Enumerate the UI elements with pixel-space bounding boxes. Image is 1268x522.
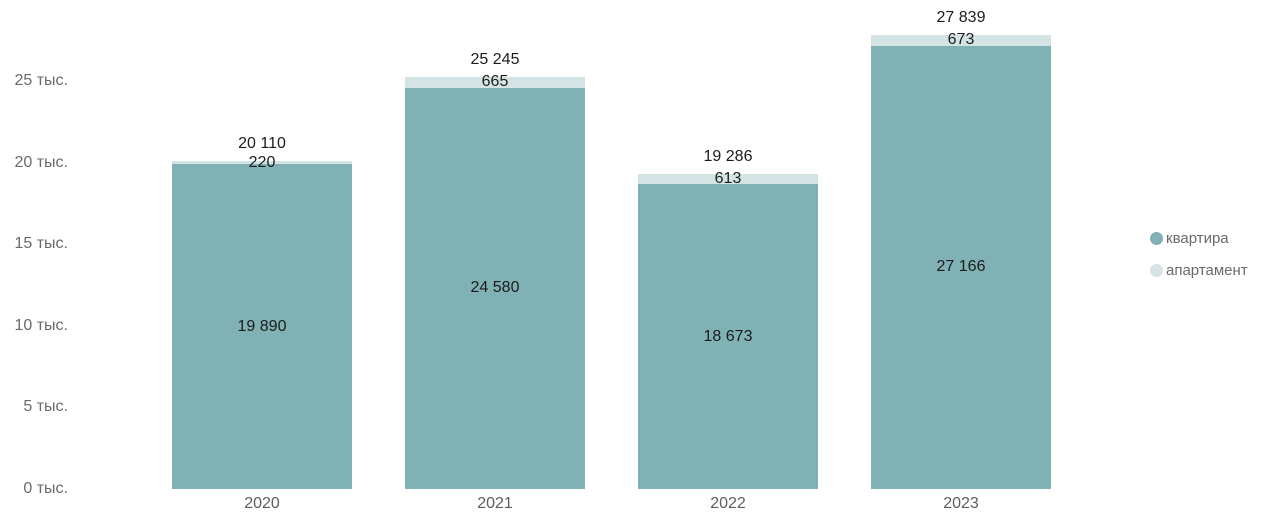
bar-group-2020: 20 110 220 19 890 xyxy=(172,135,352,489)
bar-segment-kvartira[interactable] xyxy=(638,184,818,489)
x-tick-label: 2023 xyxy=(943,495,979,512)
bar-segment-apartament[interactable] xyxy=(638,174,818,185)
legend-swatch-icon xyxy=(1150,232,1163,245)
y-tick-label: 0 тыс. xyxy=(23,480,68,497)
bar-total-label: 25 245 xyxy=(470,51,520,68)
bar-segment-apartament[interactable] xyxy=(405,77,585,88)
legend-swatch-icon xyxy=(1150,264,1163,277)
legend-label: квартира xyxy=(1166,230,1229,247)
bar-total-label: 27 839 xyxy=(936,8,986,26)
bar-total-label: 20 110 xyxy=(238,134,286,152)
y-tick-label: 20 тыс. xyxy=(14,153,68,171)
legend-item[interactable]: апартамент xyxy=(1150,260,1248,281)
y-tick-label: 5 тыс. xyxy=(23,398,68,416)
legend-label: апартамент xyxy=(1166,262,1248,279)
bar-group-2021: 25 245 665 24 580 xyxy=(405,51,585,489)
bar-total-label: 19 286 xyxy=(703,148,753,166)
bar-segment-apartament[interactable] xyxy=(172,160,352,165)
x-tick-label: 2021 xyxy=(477,495,513,512)
x-tick-label: 2020 xyxy=(244,495,280,512)
y-tick-label: 10 тыс. xyxy=(14,316,68,334)
legend-item[interactable]: квартира xyxy=(1150,228,1248,249)
bar-segment-kvartira[interactable] xyxy=(405,87,585,489)
x-tick-label: 2022 xyxy=(710,495,746,512)
bar-segment-kvartira[interactable] xyxy=(172,164,352,489)
bar-group-2023: 27 839 673 27 166 xyxy=(871,9,1051,489)
bar-group-2022: 19 286 613 18 673 xyxy=(638,148,818,489)
y-tick-label: 25 тыс. xyxy=(14,72,68,89)
y-tick-label: 15 тыс. xyxy=(14,235,68,253)
bar-segment-kvartira[interactable] xyxy=(871,45,1051,489)
bar-segment-apartament[interactable] xyxy=(871,34,1051,46)
legend: квартира апартамент xyxy=(1150,228,1248,292)
